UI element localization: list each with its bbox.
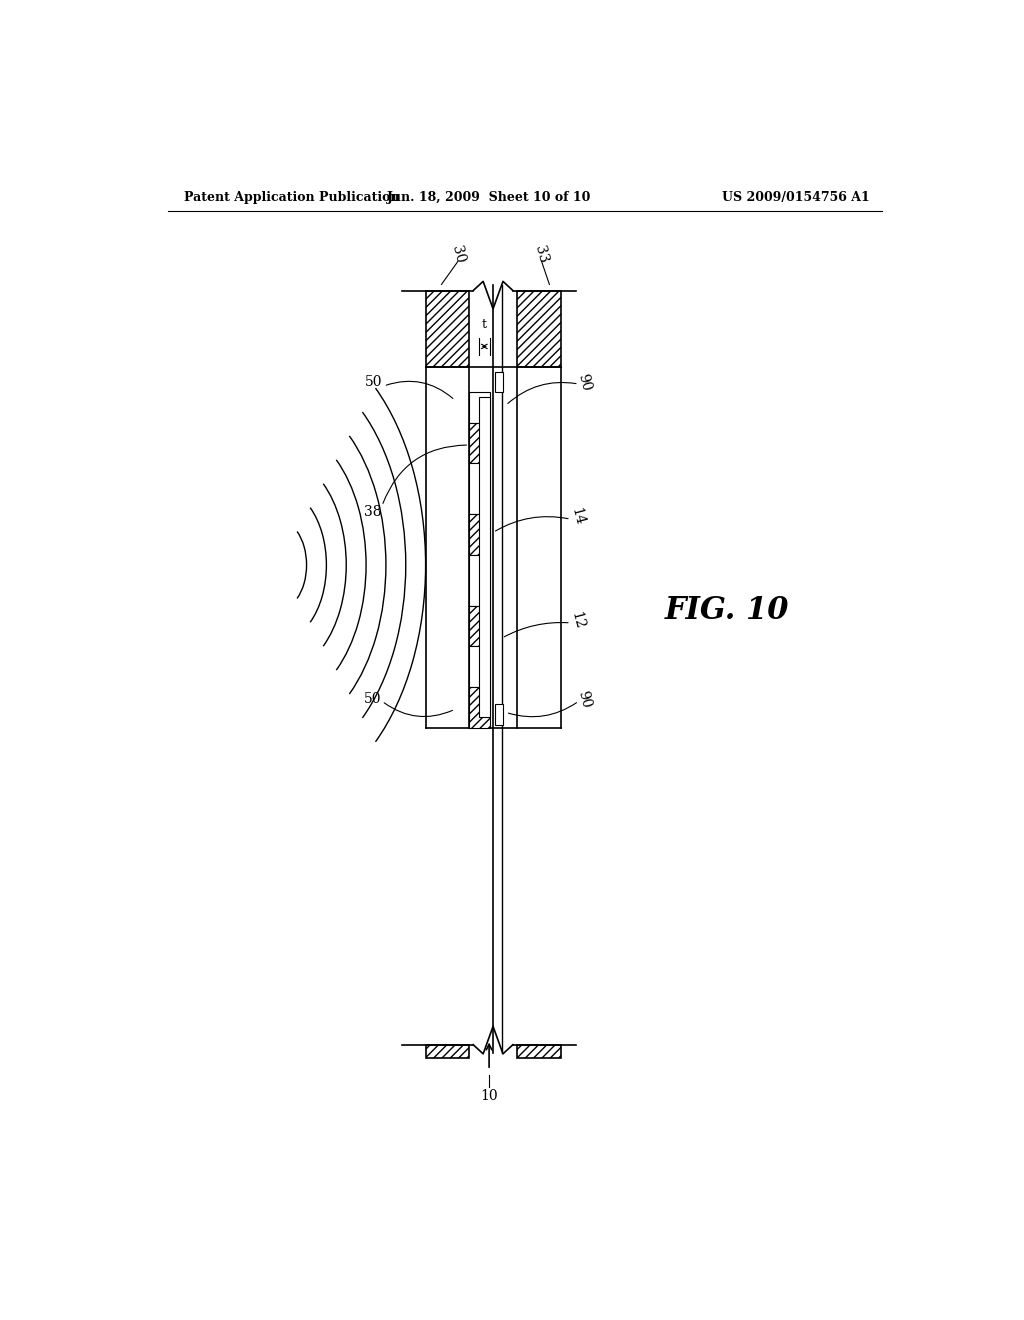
Bar [469,606,489,647]
Text: Jun. 18, 2009  Sheet 10 of 10: Jun. 18, 2009 Sheet 10 of 10 [387,190,591,203]
Bar [469,422,489,463]
Bar [469,554,489,606]
Bar [496,372,504,392]
Text: 30: 30 [450,244,467,264]
Text: 90: 90 [575,372,593,392]
Text: US 2009/0154756 A1: US 2009/0154756 A1 [722,190,870,203]
Bar [517,290,560,367]
Bar [426,1044,469,1057]
Text: 50: 50 [364,692,381,706]
Text: 12: 12 [568,611,586,631]
Bar [469,647,489,686]
Bar [517,1044,560,1057]
Text: 33: 33 [532,244,551,264]
Text: 50: 50 [366,375,383,389]
Text: FIG. 10: FIG. 10 [665,595,790,626]
Bar [469,686,489,727]
Text: 38: 38 [364,506,381,519]
Text: 14: 14 [568,506,586,527]
Text: 90: 90 [575,689,593,709]
Text: 10: 10 [480,1089,498,1102]
Text: t: t [482,318,486,331]
Bar [426,290,469,367]
Bar [469,392,489,422]
Bar [469,513,489,554]
Bar [469,463,489,515]
Bar [496,704,504,725]
Text: Patent Application Publication: Patent Application Publication [183,190,399,203]
Bar [479,397,489,718]
